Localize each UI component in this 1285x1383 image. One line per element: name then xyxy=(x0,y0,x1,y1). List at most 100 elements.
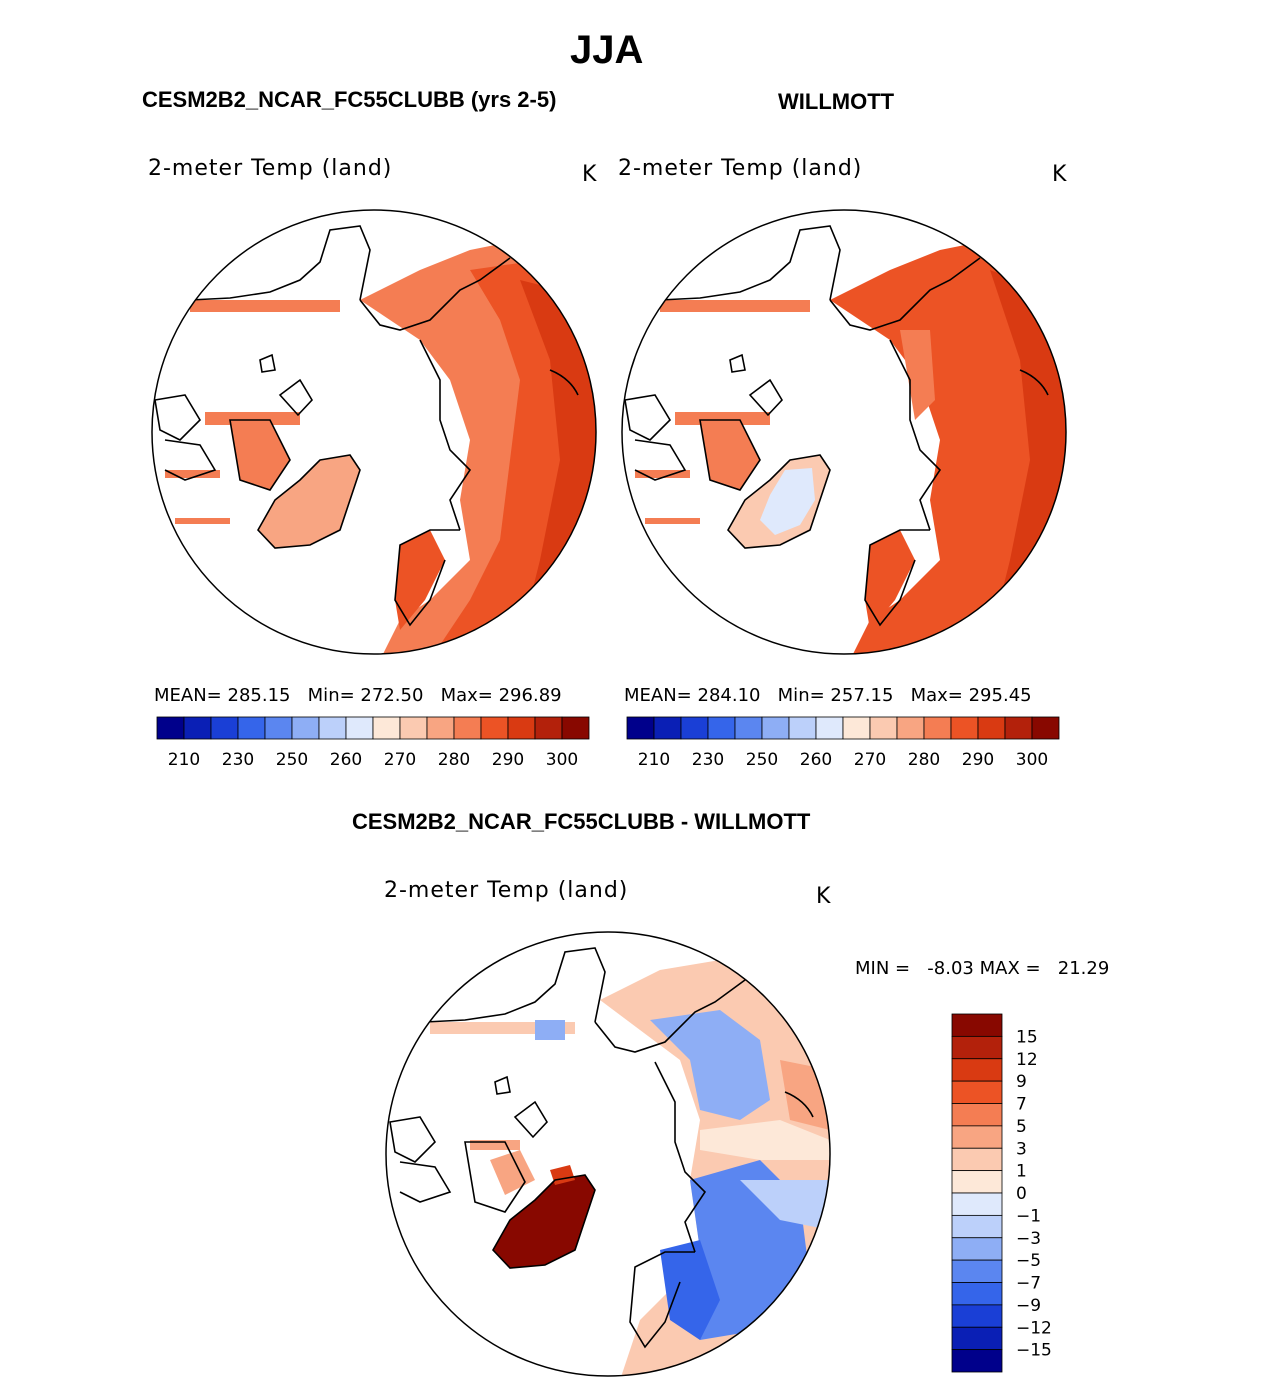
obs-colorbar-swatch xyxy=(869,716,898,740)
obs-colorbar-swatch xyxy=(653,716,682,740)
model-stats: MEAN= 285.15 Min= 272.50 Max= 296.89 xyxy=(154,685,562,706)
model-colorbar-tick-label: 270 xyxy=(384,750,416,770)
obs-coastlines xyxy=(624,225,1049,627)
obs-mean-label: MEAN= xyxy=(624,685,692,706)
season-title: JJA xyxy=(570,28,644,72)
diff-colorbar-swatch xyxy=(951,1103,1003,1127)
diff-colorbar-swatch xyxy=(951,1013,1003,1037)
diff-coastlines xyxy=(389,947,814,1349)
model-colorbar-swatch xyxy=(264,716,293,740)
diff-stats: MIN = -8.03 MAX = 21.29 xyxy=(855,958,1109,979)
obs-stats: MEAN= 284.10 Min= 257.15 Max= 295.45 xyxy=(624,685,1032,706)
obs-colorbar-swatch xyxy=(734,716,763,740)
obs-max-value: 295.45 xyxy=(968,685,1032,706)
model-colorbar-swatch xyxy=(291,716,320,740)
model-colorbar-tick-label: 230 xyxy=(222,750,254,770)
model-colorbar-swatch xyxy=(453,716,482,740)
diff-colorbar-swatch xyxy=(951,1080,1003,1104)
obs-colorbar-swatch xyxy=(896,716,925,740)
diff-colorbar-tick-label: 9 xyxy=(1016,1072,1027,1092)
model-colorbar: 210 230 250 260 270 280 290 300 xyxy=(156,716,590,770)
obs-colorbar-tick-label: 280 xyxy=(908,750,940,770)
diff-colorbar-swatch xyxy=(951,1237,1003,1261)
model-colorbar-swatch xyxy=(183,716,212,740)
diff-max-value: 21.29 xyxy=(1057,958,1110,979)
obs-colorbar-swatch xyxy=(788,716,817,740)
model-colorbar-tick-label: 280 xyxy=(438,750,470,770)
obs-colorbar-tick-label: 270 xyxy=(854,750,886,770)
diff-colorbar-tick-label: 3 xyxy=(1016,1139,1027,1159)
diff-colorbar-swatch xyxy=(951,1147,1003,1172)
diff-colorbar-swatch xyxy=(951,1125,1003,1149)
diff-min-value: -8.03 xyxy=(927,958,974,979)
obs-colorbar-swatch xyxy=(923,716,952,740)
obs-colorbar-swatch xyxy=(842,716,871,740)
model-colorbar-tick-label: 290 xyxy=(492,750,524,770)
obs-colorbar-tick-label: 230 xyxy=(692,750,724,770)
obs-colorbar-tick-label: 290 xyxy=(962,750,994,770)
model-colorbar-swatch xyxy=(426,716,455,740)
obs-colorbar-swatch xyxy=(1004,716,1033,740)
obs-colorbar-swatch xyxy=(626,716,655,740)
diff-colorbar-swatch xyxy=(951,1349,1003,1373)
model-map xyxy=(151,209,597,655)
diff-colorbar-swatch xyxy=(951,1259,1003,1283)
diff-case-label: CESM2B2_NCAR_FC55CLUBB - WILLMOTT xyxy=(352,809,811,834)
model-max-label: Max= xyxy=(440,685,493,706)
obs-case-label: WILLMOTT xyxy=(778,89,895,114)
model-colorbar-swatch xyxy=(210,716,239,740)
model-coastlines xyxy=(154,225,579,627)
obs-variable-label: 2-meter Temp (land) xyxy=(618,156,863,181)
diff-colorbar-tick-label: −9 xyxy=(1016,1296,1041,1316)
diff-colorbar-tick-label: 12 xyxy=(1016,1050,1038,1070)
diff-min-label: MIN = xyxy=(855,958,911,979)
obs-colorbar-swatch xyxy=(680,716,709,740)
model-colorbar-swatch xyxy=(156,716,185,740)
obs-colorbar-swatch xyxy=(761,716,790,740)
obs-colorbar-swatch xyxy=(815,716,844,740)
model-colorbar-swatch xyxy=(372,716,401,740)
obs-map xyxy=(621,209,1067,655)
diff-colorbar-tick-label: 5 xyxy=(1016,1117,1027,1137)
diff-colorbar-tick-label: 15 xyxy=(1016,1027,1038,1047)
model-colorbar-swatch xyxy=(534,716,563,740)
model-colorbar-tick-label: 250 xyxy=(276,750,308,770)
model-colorbar-swatch xyxy=(318,716,347,740)
model-colorbar-swatch xyxy=(507,716,536,740)
model-colorbar-swatch xyxy=(237,716,266,740)
diff-colorbar-tick-label: −3 xyxy=(1016,1229,1041,1249)
obs-min-value: 257.15 xyxy=(830,685,894,706)
obs-colorbar-tick-label: 210 xyxy=(638,750,670,770)
diff-colorbar-swatch xyxy=(951,1304,1003,1328)
diff-colorbar-tick-label: −15 xyxy=(1016,1341,1052,1361)
model-max-value: 296.89 xyxy=(498,685,562,706)
model-colorbar-tick-label: 260 xyxy=(330,750,362,770)
diff-colorbar: 15 129 753 10−1 −3−5 −7−9−12 −15 xyxy=(951,1013,1052,1373)
obs-colorbar: 210 230 250 260 270 280 290 300 xyxy=(626,716,1060,770)
diff-colorbar-tick-label: 1 xyxy=(1016,1162,1027,1182)
diff-units-label: K xyxy=(816,884,832,909)
diff-colorbar-swatch xyxy=(951,1170,1003,1194)
diff-colorbar-tick-label: −1 xyxy=(1016,1206,1041,1226)
model-colorbar-tick-label: 210 xyxy=(168,750,200,770)
obs-colorbar-swatch xyxy=(977,716,1006,740)
model-colorbar-swatch xyxy=(480,716,509,740)
diff-colorbar-swatch xyxy=(951,1035,1003,1060)
obs-colorbar-swatch xyxy=(707,716,736,740)
model-variable-label: 2-meter Temp (land) xyxy=(148,156,393,181)
model-colorbar-swatch xyxy=(561,716,590,740)
obs-units-label: K xyxy=(1052,162,1068,187)
diff-colorbar-swatch xyxy=(951,1058,1003,1082)
diff-colorbar-swatch xyxy=(951,1192,1003,1216)
diff-colorbar-tick-label: −7 xyxy=(1016,1274,1041,1294)
obs-colorbar-tick-label: 260 xyxy=(800,750,832,770)
diff-colorbar-swatch xyxy=(951,1326,1003,1351)
model-case-label: CESM2B2_NCAR_FC55CLUBB (yrs 2-5) xyxy=(142,87,557,112)
model-min-value: 272.50 xyxy=(360,685,424,706)
diff-map xyxy=(385,931,831,1377)
model-colorbar-tick-label: 300 xyxy=(546,750,578,770)
obs-colorbar-tick-label: 250 xyxy=(746,750,778,770)
obs-min-label: Min= xyxy=(777,685,825,706)
diff-colorbar-tick-label: 0 xyxy=(1016,1184,1027,1204)
